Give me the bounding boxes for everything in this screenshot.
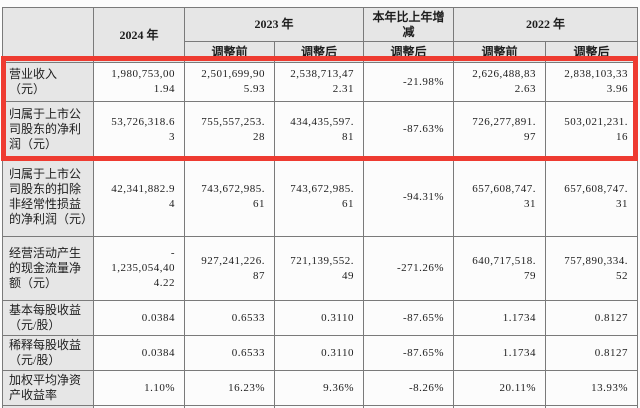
value-cell: 743,672,985. 61 [273, 157, 365, 237]
value-cell: 2,626,488,83 2.63 [453, 62, 547, 102]
value-cell: 1.1734 [453, 300, 547, 336]
value-cell: - 1,235,054,40 4.22 [93, 236, 185, 301]
value-cell: 503,021,231. 16 [545, 101, 639, 158]
value-cell: 0.0384 [93, 300, 185, 336]
subheader-2022-adj-before: 调整前 [453, 41, 547, 63]
value-cell: 743,672,985. 61 [184, 157, 275, 237]
table-row-revenue: 营业收入（元） 1,980,753,00 1.94 2,501,699,90 5… [2, 62, 639, 102]
value-cell: 927,241,226. 87 [184, 236, 275, 301]
value-cell: 42,341,882.9 4 [93, 157, 185, 237]
value-cell: 0.8127 [545, 300, 639, 336]
value-cell: -94.31% [363, 157, 455, 237]
subheader-change-adj-after: 调整后 [363, 41, 455, 63]
value-cell: 1.10% [93, 370, 185, 406]
value-cell: 657,608,747. 31 [453, 157, 547, 237]
value-cell: 757,890,334. 52 [545, 236, 639, 301]
col-header-2024: 2024 年 [93, 7, 185, 63]
value-cell: 657,608,747. 31 [545, 157, 639, 237]
header-row-years: 2024 年 2023 年 本年比上年增减 2022 年 [2, 7, 639, 63]
value-cell: 755,557,253. 28 [184, 101, 275, 158]
value-cell: 0.8127 [545, 335, 639, 371]
value-cell: 434,435,597. 81 [273, 101, 365, 158]
subheader-2022-adj-after: 调整后 [545, 41, 639, 63]
col-header-2023: 2023 年 [183, 7, 365, 42]
table-row-weighted-avg-roe: 加权平均净资产收益率 1.10% 16.23% 9.36% -8.26% 20.… [2, 370, 639, 406]
row-label-diluted-eps: 稀释每股收益（元/股） [2, 335, 94, 371]
table-row-clipped [2, 405, 639, 408]
value-cell: 1.1734 [453, 335, 547, 371]
value-cell: 0.3110 [273, 300, 365, 336]
value-cell: -87.63% [363, 101, 455, 158]
value-cell: 2,538,713,47 2.31 [273, 62, 365, 102]
row-label-basic-eps: 基本每股收益（元/股） [2, 300, 94, 336]
corner-blank-cell [2, 7, 94, 63]
value-cell: 640,717,518. 79 [453, 236, 547, 301]
value-cell: 53,726,318.6 3 [93, 101, 185, 158]
value-cell: 13.93% [545, 370, 639, 406]
table-row-operating-cash-flow: 经营活动产生的现金流量净额（元） - 1,235,054,40 4.22 927… [2, 236, 639, 301]
row-label-operating-cash-flow: 经营活动产生的现金流量净额（元） [2, 236, 94, 301]
value-cell: 0.3110 [273, 335, 365, 371]
value-cell: -87.65% [363, 335, 455, 371]
value-cell: -271.26% [363, 236, 455, 301]
value-cell: 9.36% [273, 370, 365, 406]
col-header-2022: 2022 年 [453, 7, 639, 42]
value-cell: 0.6533 [184, 335, 275, 371]
row-label-net-profit-excl-nonrecurring: 归属于上市公司股东的扣除非经常性损益的净利润（元） [2, 157, 94, 237]
table-row-diluted-eps: 稀释每股收益（元/股） 0.0384 0.6533 0.3110 -87.65%… [2, 335, 639, 371]
value-cell: 2,838,103,33 3.96 [545, 62, 639, 102]
subheader-2023-adj-after: 调整后 [273, 41, 365, 63]
value-cell: 16.23% [184, 370, 275, 406]
subheader-2023-adj-before: 调整前 [184, 41, 275, 63]
table-row-net-profit: 归属于上市公司股东的净利润（元） 53,726,318.6 3 755,557,… [2, 101, 639, 158]
table-row-net-profit-excl-nonrecurring: 归属于上市公司股东的扣除非经常性损益的净利润（元） 42,341,882.9 4… [2, 157, 639, 237]
value-cell: -21.98% [363, 62, 455, 102]
row-label-revenue: 营业收入（元） [2, 62, 94, 102]
value-cell: 2,501,699,90 5.93 [184, 62, 275, 102]
value-cell: 726,277,891. 97 [453, 101, 547, 158]
value-cell: 20.11% [453, 370, 547, 406]
value-cell: 0.0384 [93, 335, 185, 371]
value-cell: 0.6533 [184, 300, 275, 336]
value-cell: 721,139,552. 49 [273, 236, 365, 301]
table-row-basic-eps: 基本每股收益（元/股） 0.0384 0.6533 0.3110 -87.65%… [2, 300, 639, 336]
value-cell: -8.26% [363, 370, 455, 406]
row-label-weighted-avg-roe: 加权平均净资产收益率 [2, 370, 94, 406]
financial-summary-table: 2024 年 2023 年 本年比上年增减 2022 年 调整前 调整后 调整后… [2, 7, 639, 408]
value-cell: -87.65% [363, 300, 455, 336]
col-header-change: 本年比上年增减 [363, 7, 455, 42]
value-cell: 1,980,753,00 1.94 [93, 62, 185, 102]
row-label-net-profit: 归属于上市公司股东的净利润（元） [2, 101, 94, 158]
